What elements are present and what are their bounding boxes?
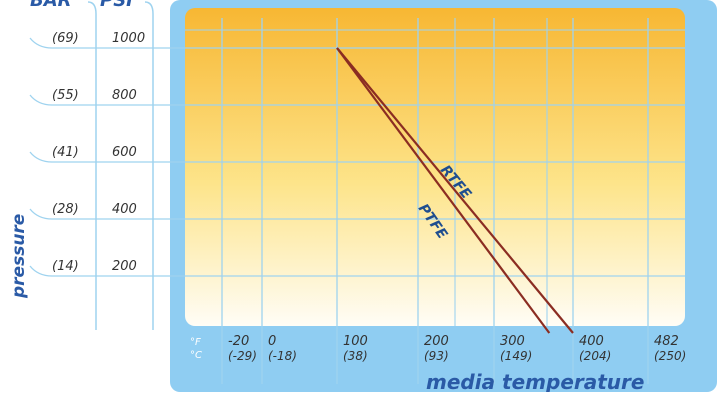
- x-tick-labels: -20(-29)0(-18)100(38)200(93)300(149)400(…: [228, 334, 686, 363]
- x-tick-label-f: 482: [654, 334, 679, 349]
- x-tick-label-f: -20: [228, 334, 249, 349]
- grid-line-horizontal: [29, 94, 685, 106]
- y-tick-label-psi: 1000: [112, 31, 145, 46]
- grid-line-horizontal: [29, 265, 685, 277]
- x-tick-label-f: 200: [424, 334, 449, 349]
- x-tick-label-c: (204): [579, 349, 611, 363]
- unit-label-bar: BAR: [30, 0, 72, 11]
- x-axis-title: media temperature: [426, 370, 644, 392]
- y-tick-label-bar: (69): [52, 31, 79, 46]
- grid-line-horizontal: [29, 151, 685, 163]
- y-axis-title: pressure: [9, 214, 29, 299]
- psi-column-bracket: [144, 1, 154, 330]
- x-unit-label-c: °C: [190, 350, 202, 361]
- y-tick-label-psi: 200: [112, 259, 137, 274]
- unit-label-psi: PSI: [100, 0, 133, 11]
- x-tick-label-c: (-29): [228, 349, 257, 363]
- x-tick-label-c: (-18): [268, 349, 297, 363]
- grid-line-horizontal: [29, 208, 685, 220]
- x-tick-label-c: (93): [424, 349, 449, 363]
- y-tick-labels: (69) 1000 (55) 800 (41) 600 (28) 400 (14) 200: [52, 31, 145, 274]
- y-tick-label-bar: (41): [52, 145, 79, 160]
- y-tick-label-psi: 400: [112, 202, 137, 217]
- grid-line-horizontal: [29, 37, 685, 49]
- y-tick-label-psi: 600: [112, 145, 137, 160]
- x-tick-label-c: (149): [500, 349, 532, 363]
- x-tick-label-f: 400: [579, 334, 604, 349]
- y-tick-label-psi: 800: [112, 88, 137, 103]
- x-tick-label-c: (38): [343, 349, 368, 363]
- grid-lines: [29, 18, 685, 384]
- series-lines: [336, 47, 574, 334]
- x-tick-label-f: 100: [343, 334, 368, 349]
- y-tick-label-bar: (28): [52, 202, 79, 217]
- x-tick-label-f: 300: [500, 334, 525, 349]
- y-tick-label-bar: (55): [52, 88, 79, 103]
- y-tick-label-bar: (14): [52, 259, 79, 274]
- x-unit-label-f: °F: [190, 337, 201, 348]
- x-tick-label-f: 0: [268, 334, 276, 349]
- series-line-rtfe: [336, 47, 574, 334]
- series-line-ptfe: [336, 47, 551, 334]
- bar-column-bracket: [87, 1, 97, 330]
- x-tick-label-c: (250): [654, 349, 686, 363]
